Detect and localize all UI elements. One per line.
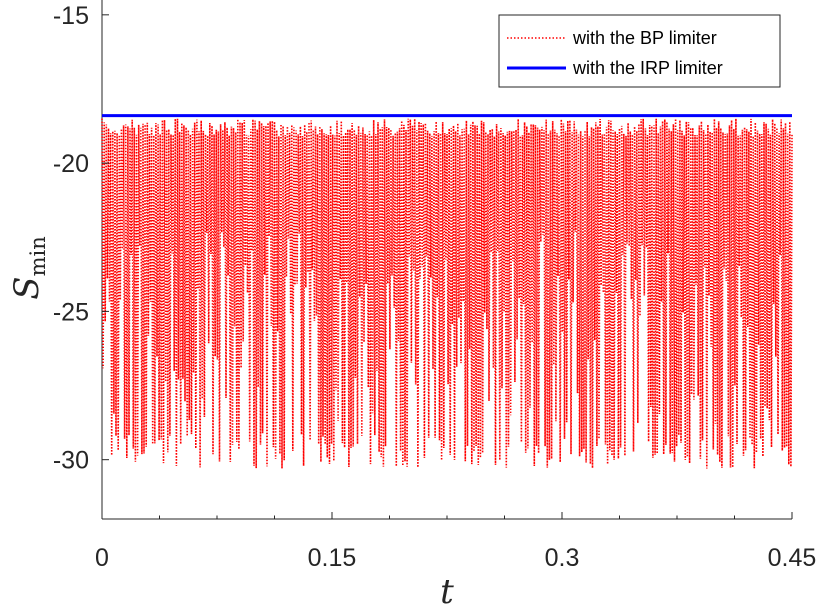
x-tick-label: 0.45 xyxy=(768,544,817,572)
x-tick-label: 0.15 xyxy=(308,544,357,572)
series-bp-limiter xyxy=(102,119,792,469)
y-ticks: -15 -20 -25 -30 xyxy=(53,2,109,475)
y-tick-label: -20 xyxy=(53,150,89,178)
x-axis-label: t xyxy=(440,572,454,607)
y-tick-label: -30 xyxy=(53,447,89,475)
bp-limiter-line xyxy=(102,119,792,469)
x-tick-label: 0 xyxy=(95,544,109,572)
legend-label-bp: with the BP limiter xyxy=(572,28,717,48)
svg-text:Smin: Smin xyxy=(7,236,50,299)
x-ticks: 0 0.15 0.3 0.45 xyxy=(95,512,816,572)
legend-label-irp: with the IRP limiter xyxy=(572,58,723,78)
y-axis-label-main: S xyxy=(7,276,47,299)
y-axis-label-sub: min xyxy=(26,236,50,276)
y-tick-label: -25 xyxy=(53,298,89,326)
y-axis-label: Smin xyxy=(7,236,50,299)
x-tick-label: 0.3 xyxy=(545,544,580,572)
x-minor-ticks xyxy=(160,516,735,520)
y-tick-label: -15 xyxy=(53,2,89,30)
legend: with the BP limiter with the IRP limiter xyxy=(499,15,780,87)
